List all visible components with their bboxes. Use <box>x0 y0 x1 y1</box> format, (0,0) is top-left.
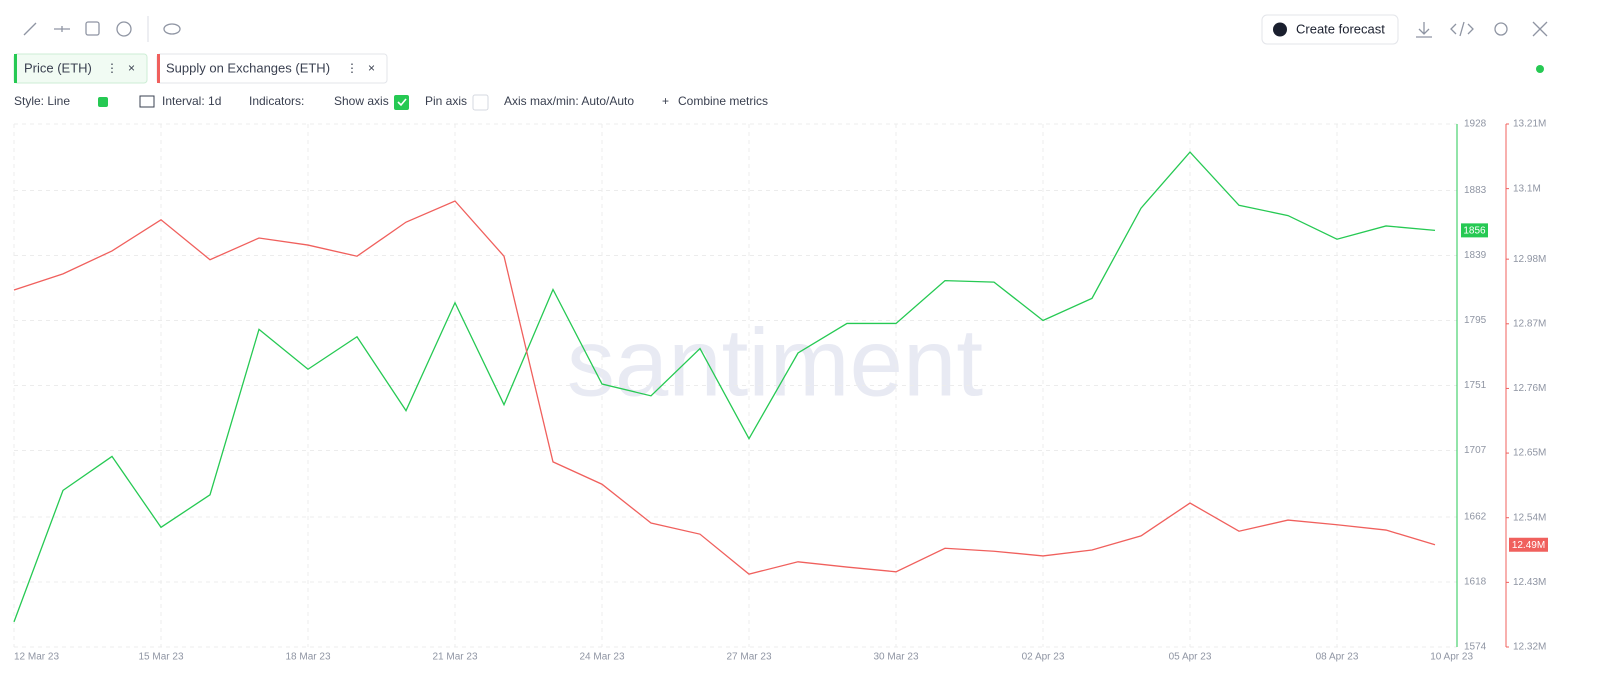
series-line <box>13 151 1436 623</box>
view-toggle[interactable] <box>163 23 181 35</box>
check <box>397 98 407 107</box>
y-tick-label: 1574 <box>1464 642 1487 653</box>
close[interactable] <box>1532 21 1548 37</box>
y2-tick-label: 12.43M <box>1513 577 1546 588</box>
x-tick-label: 05 Apr 23 <box>1169 652 1212 663</box>
chip-close[interactable]: × <box>128 61 135 75</box>
line-tool[interactable] <box>23 22 37 36</box>
y2-tick-label: 13.1M <box>1513 183 1541 194</box>
y-tick-label: 1883 <box>1464 185 1487 196</box>
interval-icon <box>139 95 155 108</box>
last-value-badge <box>1461 223 1488 238</box>
live-dot <box>1536 65 1544 73</box>
y2-tick-label: 12.54M <box>1513 512 1546 523</box>
forecast-label: Create forecast <box>1296 21 1385 36</box>
axis-range-option[interactable]: Axis max/min: Auto/Auto <box>504 94 634 108</box>
plus: + <box>662 94 669 108</box>
last-value-label: 1856 <box>1463 226 1486 237</box>
chip-color <box>157 54 160 83</box>
y2-tick-label: 12.65M <box>1513 448 1546 459</box>
y-tick-label: 1751 <box>1464 380 1487 391</box>
forecast-button[interactable] <box>1261 14 1399 45</box>
download[interactable] <box>1416 22 1432 38</box>
y2-tick-label: 12.76M <box>1513 383 1546 394</box>
interval-option[interactable]: Interval: 1d <box>162 94 221 108</box>
y2-tick-label: 13.21M <box>1513 119 1546 130</box>
show-axis-option[interactable]: Show axis <box>334 94 389 108</box>
pin-axis-option[interactable]: Pin axis <box>425 94 467 108</box>
indicators-option[interactable]: Indicators: <box>249 94 304 108</box>
x-tick-label: 15 Mar 23 <box>138 652 183 663</box>
x-tick-label: 08 Apr 23 <box>1316 652 1359 663</box>
x-tick-label: 12 Mar 23 <box>14 652 59 663</box>
note-tool[interactable] <box>85 21 100 36</box>
legend-entry: Price (ETH) <box>24 60 92 75</box>
emoji-tool[interactable] <box>116 21 132 37</box>
y-tick-label: 1928 <box>1464 119 1487 130</box>
settings[interactable] <box>1494 22 1508 36</box>
last-value-label: 12.49M <box>1512 540 1545 551</box>
y2-tick-label: 12.98M <box>1513 254 1546 265</box>
y-tick-label: 1795 <box>1464 315 1487 326</box>
x-tick-label: 24 Mar 23 <box>579 652 624 663</box>
y2-tick-label: 12.32M <box>1513 642 1546 653</box>
chip-menu[interactable]: ⋮ <box>106 61 118 75</box>
options-row: Style: Line Interval: 1d Indicators: Sho… <box>14 94 768 111</box>
x-tick-label: 02 Apr 23 <box>1022 652 1065 663</box>
x-tick-label: 27 Mar 23 <box>726 652 771 663</box>
chip-menu[interactable]: ⋮ <box>346 61 358 75</box>
toolbar <box>23 16 1548 42</box>
x-tick-label: 21 Mar 23 <box>432 652 477 663</box>
last-value-badge <box>1509 537 1548 552</box>
chip-color <box>14 54 17 83</box>
forecast-icon <box>1273 22 1287 37</box>
embed[interactable] <box>1450 21 1474 37</box>
series-line <box>13 200 1436 575</box>
x-tick-label: 30 Mar 23 <box>873 652 918 663</box>
y-tick-label: 1662 <box>1464 512 1487 523</box>
legend-entry: Supply on Exchanges (ETH) <box>166 60 330 75</box>
chip-close[interactable]: × <box>368 61 375 75</box>
y-tick-label: 1618 <box>1464 577 1487 588</box>
watermark: santiment <box>567 309 983 416</box>
show-axis-checkbox[interactable] <box>394 95 409 110</box>
y-tick-label: 1707 <box>1464 445 1487 456</box>
x-tick-label: 10 Apr 23 <box>1430 652 1473 663</box>
ray-tool[interactable] <box>54 26 70 32</box>
y-tick-label: 1839 <box>1464 250 1487 261</box>
combine-option[interactable]: Combine metrics <box>678 94 768 108</box>
style-option[interactable]: Style: Line <box>14 94 70 108</box>
pin-axis-checkbox[interactable] <box>472 94 489 111</box>
x-tick-label: 18 Mar 23 <box>285 652 330 663</box>
color-option[interactable] <box>98 97 108 107</box>
y2-tick-label: 12.87M <box>1513 318 1546 329</box>
